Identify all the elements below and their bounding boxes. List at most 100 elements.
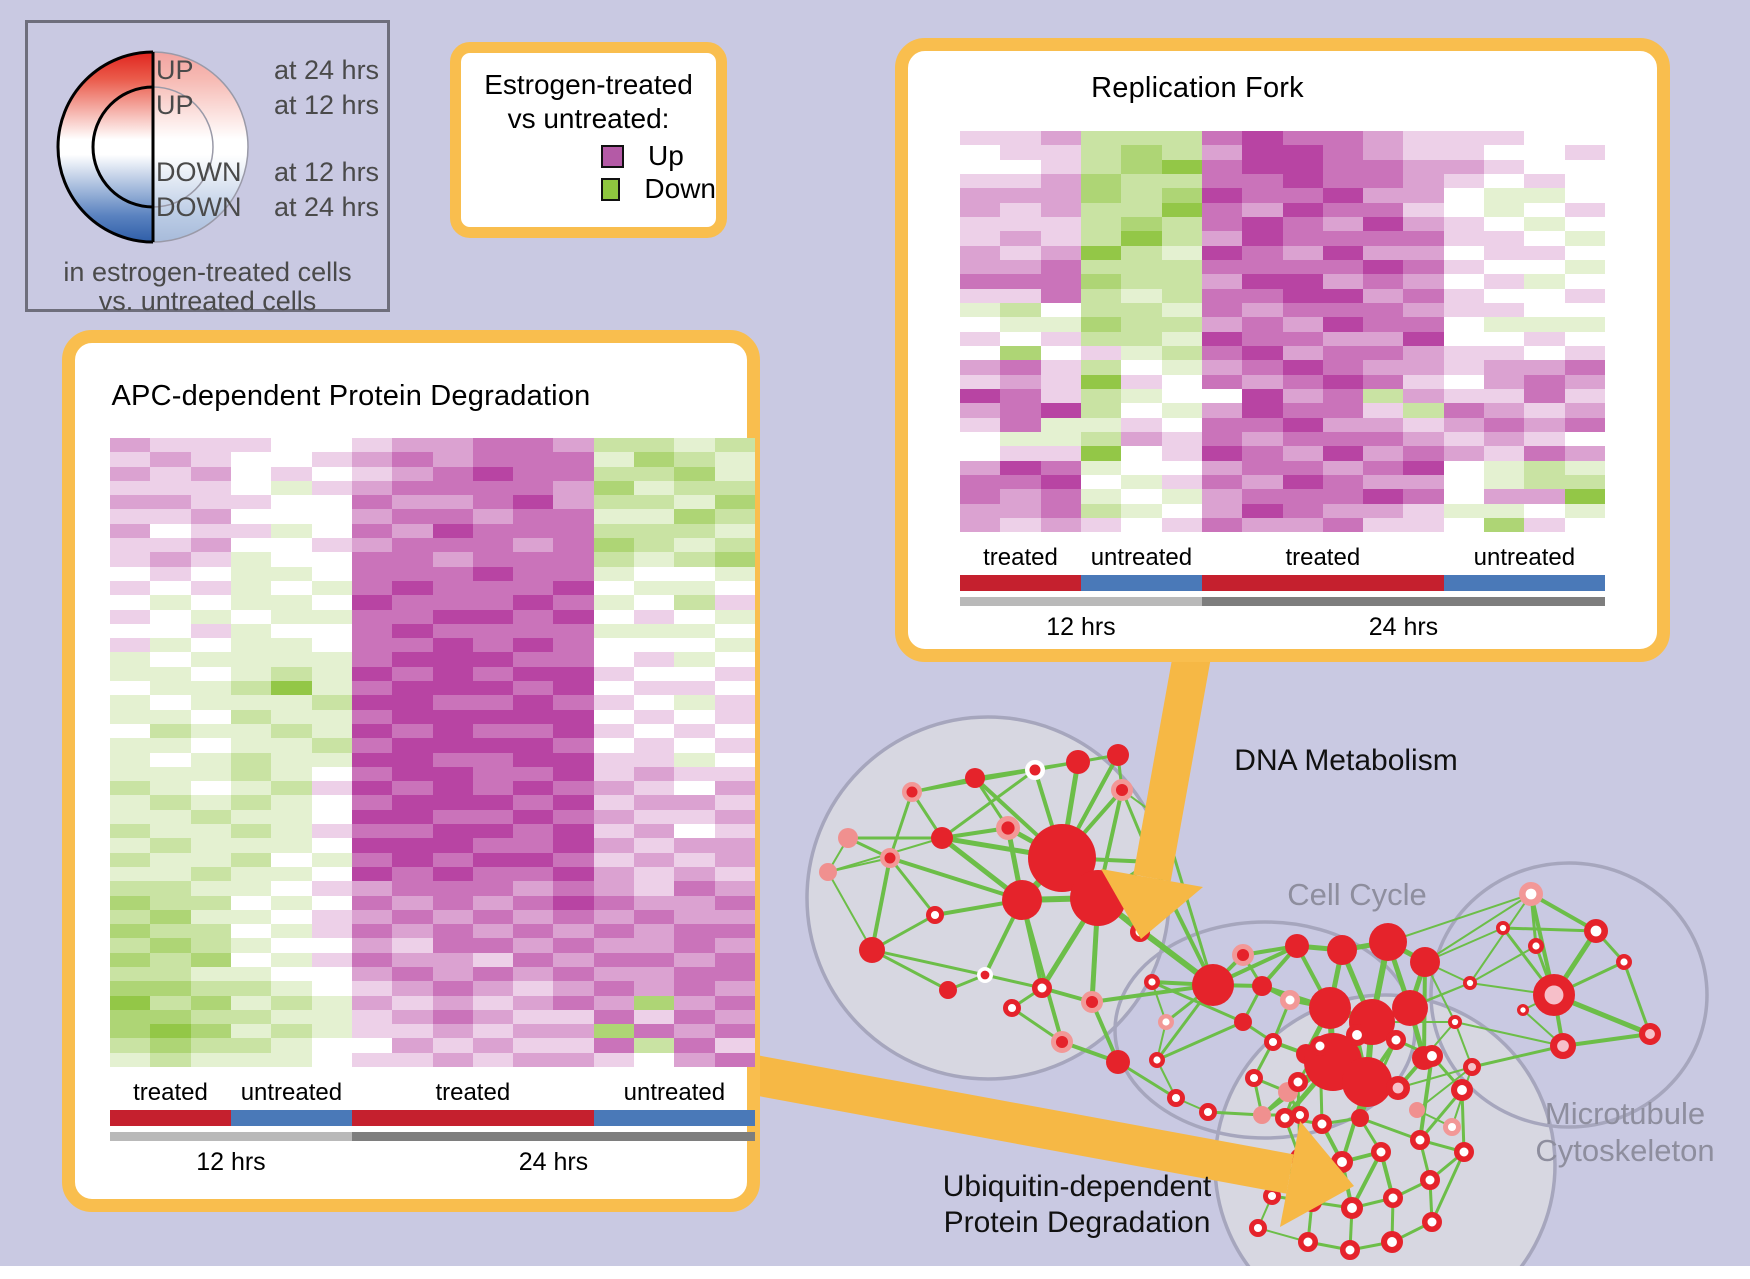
- heatmap-cell: [674, 952, 715, 967]
- heatmap-cell: [674, 666, 715, 682]
- network-edge: [1430, 1151, 1466, 1223]
- heatmap-cell: [1000, 231, 1041, 246]
- heatmap-cell: [392, 738, 433, 753]
- heatmap-cell: [1282, 489, 1323, 504]
- heatmap-row: [960, 231, 1605, 246]
- heatmap-cell: [1242, 431, 1283, 447]
- heatmap-cell: [593, 552, 635, 567]
- heatmap-cell: [271, 480, 312, 496]
- heatmap-cell: [553, 466, 594, 481]
- heatmap-cell: [190, 966, 231, 982]
- heatmap-cell: [190, 723, 231, 739]
- heatmap-cell: [513, 881, 554, 896]
- heatmap-cell: [674, 523, 715, 539]
- heatmap-cell: [513, 952, 554, 967]
- heatmap-cell: [1403, 474, 1444, 490]
- heatmap-row: [960, 446, 1605, 461]
- heatmap-cell: [1564, 417, 1605, 432]
- heatmap-cell: [714, 723, 755, 739]
- network-node-m12: [1496, 920, 1511, 935]
- network-edge: [1359, 1116, 1421, 1142]
- heatmap-cell: [1201, 417, 1243, 432]
- heatmap-cell: [1443, 302, 1485, 318]
- heatmap-cell: [1322, 403, 1364, 418]
- heatmap-cell: [1564, 231, 1605, 246]
- heatmap-cell: [714, 824, 755, 839]
- heatmap-cell: [960, 403, 1001, 418]
- network-node-m9: [1409, 1102, 1425, 1118]
- heatmap-cell: [1524, 517, 1565, 533]
- heatmap-cell: [1080, 417, 1122, 432]
- heatmap-cell: [593, 1024, 635, 1039]
- heatmap-cell: [1161, 288, 1202, 303]
- heatmap-cell: [1282, 446, 1323, 461]
- heatmap-cell: [392, 995, 433, 1010]
- heatmap-cell: [1443, 489, 1485, 504]
- heatmap-cell: [190, 595, 231, 610]
- heatmap-cell: [190, 452, 231, 467]
- heatmap-cell: [1403, 159, 1444, 174]
- heatmap-cell: [553, 781, 594, 796]
- heatmap-cell: [351, 995, 393, 1010]
- heatmap-cell: [553, 709, 594, 724]
- heatmap-cell: [1524, 302, 1565, 318]
- heatmap-cell: [1121, 216, 1162, 232]
- heatmap-cell: [714, 466, 755, 481]
- heatmap-cell: [271, 795, 312, 810]
- heatmap-cell: [1201, 317, 1243, 332]
- heatmap-cell: [1484, 131, 1525, 146]
- heatmap-cell: [1040, 216, 1081, 232]
- heatmap-cell: [150, 723, 191, 739]
- heatmap-cell: [1242, 403, 1283, 418]
- bar-12hrs: [110, 1132, 352, 1141]
- heatmap-cell: [1403, 374, 1444, 389]
- heatmap-cell: [1363, 317, 1404, 332]
- network-node-u5: [1451, 1079, 1474, 1102]
- heatmap-cell: [1322, 431, 1364, 447]
- heatmap-cell: [960, 489, 1001, 504]
- heatmap-cell: [271, 766, 312, 782]
- network-node-d14: [925, 905, 944, 924]
- network-node-m10: [1442, 1117, 1461, 1136]
- heatmap-cell: [230, 795, 272, 810]
- heatmap-cell: [351, 652, 393, 667]
- network-edge: [941, 768, 1036, 840]
- network-node-u11: [1371, 1142, 1391, 1162]
- heatmap-cell: [674, 909, 715, 925]
- heatmap-cell: [714, 938, 755, 953]
- heatmap-cell: [1564, 188, 1605, 203]
- heatmap-cell: [593, 909, 635, 925]
- heatmap-cell: [1322, 446, 1364, 461]
- network-node-c5: [1231, 943, 1254, 966]
- heatmap-cell: [271, 509, 312, 524]
- heatmap-row: [110, 895, 755, 910]
- inner-ring-left-arc: [91, 85, 154, 209]
- heatmap-cell: [1443, 374, 1485, 389]
- sample-label-untreated-24h: untreated: [1473, 544, 1576, 571]
- heatmap-row: [110, 838, 755, 853]
- heatmap-cell: [960, 417, 1001, 432]
- heatmap-cell: [271, 652, 312, 667]
- heatmap-cell: [472, 824, 514, 839]
- heatmap-cell: [1201, 474, 1243, 490]
- heatmap-cell: [513, 781, 554, 796]
- network-node-c11: [1280, 990, 1300, 1010]
- network-node-c2: [1148, 1051, 1165, 1068]
- heatmap-cell: [1040, 288, 1081, 303]
- heatmap-cell: [432, 580, 473, 596]
- heatmap-cell: [190, 881, 231, 896]
- network-edge: [1469, 893, 1532, 984]
- heatmap-cell: [311, 1024, 352, 1039]
- heatmap-cell: [190, 1038, 231, 1053]
- heatmap-cell: [1242, 388, 1283, 404]
- heatmap-cell: [1524, 345, 1565, 361]
- heatmap-cell: [230, 738, 272, 753]
- bar-24hrs: [1201, 597, 1605, 606]
- heatmap-cell: [1201, 517, 1243, 533]
- heatmap-cell: [714, 1009, 755, 1025]
- sample-label-treated-12h: treated: [983, 544, 1058, 571]
- heatmap-cell: [351, 538, 393, 553]
- heatmap-cell: [553, 452, 594, 467]
- heatmap-cell: [432, 709, 473, 724]
